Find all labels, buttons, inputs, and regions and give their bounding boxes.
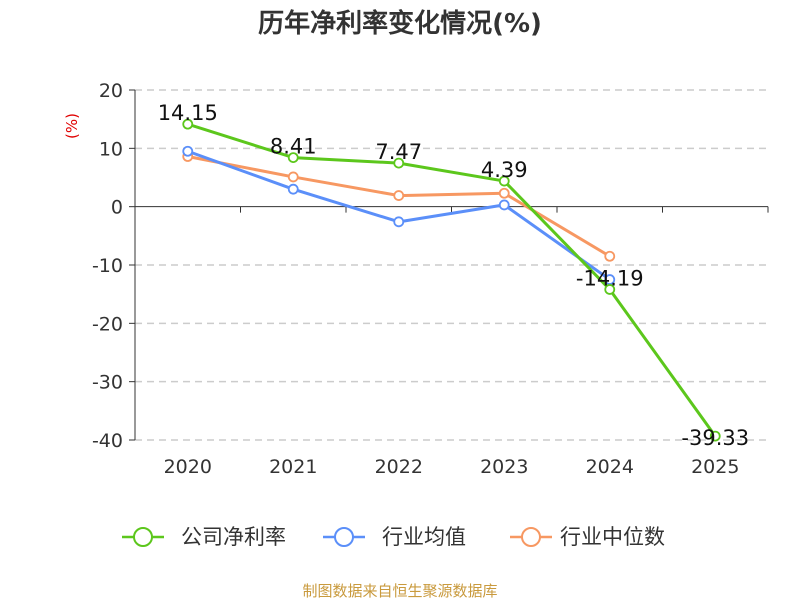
data-point bbox=[182, 118, 194, 130]
grid-lines bbox=[135, 89, 768, 441]
x-tick-label: 2021 bbox=[269, 456, 317, 478]
data-label: 4.39 bbox=[481, 158, 528, 182]
data-point bbox=[393, 190, 405, 201]
x-tick-label: 2022 bbox=[375, 456, 423, 478]
y-tick-label: 20 bbox=[99, 80, 123, 102]
data-point bbox=[287, 183, 299, 195]
data-point bbox=[393, 216, 405, 228]
axes: 20 10 0 -10 -20 -30 -40 2020 2021 2022 2023 2024 202… bbox=[92, 80, 769, 478]
legend-item[interactable]: 行业均值 bbox=[323, 525, 466, 549]
legend: 公司净利率 行业均值 行业中位数 bbox=[122, 525, 665, 549]
x-tick-label: 2020 bbox=[164, 456, 212, 478]
y-tick-label: -10 bbox=[92, 255, 123, 277]
legend-label: 行业均值 bbox=[382, 525, 466, 549]
x-tick-label: 2025 bbox=[691, 456, 739, 478]
legend-marker bbox=[133, 527, 153, 547]
legend-item[interactable]: 公司净利率 bbox=[122, 525, 286, 549]
legend-item[interactable]: 行业中位数 bbox=[510, 525, 665, 549]
legend-label: 行业中位数 bbox=[560, 525, 665, 549]
chart-title: 历年净利率变化情况(%) bbox=[258, 8, 542, 39]
data-label: -14.19 bbox=[576, 266, 644, 290]
data-point bbox=[182, 145, 194, 157]
source-note: 制图数据来自恒生聚源数据库 bbox=[302, 582, 497, 600]
data-point bbox=[287, 152, 299, 164]
series-line bbox=[186, 122, 717, 438]
data-point bbox=[498, 199, 510, 211]
series-line bbox=[186, 149, 612, 282]
data-label: 14.15 bbox=[158, 101, 218, 125]
data-labels: 14.15 8.41 7.47 4.39 -14.19 -39.33 bbox=[158, 101, 749, 450]
data-point bbox=[393, 157, 405, 169]
data-point bbox=[709, 430, 721, 442]
y-axis-label: (%) bbox=[63, 113, 81, 139]
x-tick-label: 2023 bbox=[480, 456, 528, 478]
y-tick-label: 0 bbox=[111, 197, 123, 219]
data-point bbox=[604, 250, 616, 262]
legend-marker bbox=[521, 527, 541, 547]
y-tick-label: -30 bbox=[92, 372, 123, 394]
legend-label: 公司净利率 bbox=[181, 525, 286, 549]
data-point bbox=[287, 171, 299, 183]
data-label: 7.47 bbox=[375, 140, 422, 164]
data-point bbox=[604, 284, 616, 295]
legend-marker bbox=[334, 527, 354, 547]
series-lines bbox=[182, 118, 721, 442]
x-tick-label: 2024 bbox=[586, 456, 634, 478]
y-tick-label: 10 bbox=[99, 138, 123, 160]
data-point bbox=[498, 187, 510, 199]
data-label: 8.41 bbox=[270, 135, 317, 159]
y-tick-label: -20 bbox=[92, 313, 123, 335]
y-tick-label: -40 bbox=[92, 430, 123, 452]
data-label: -39.33 bbox=[681, 426, 749, 450]
data-point bbox=[498, 175, 510, 187]
